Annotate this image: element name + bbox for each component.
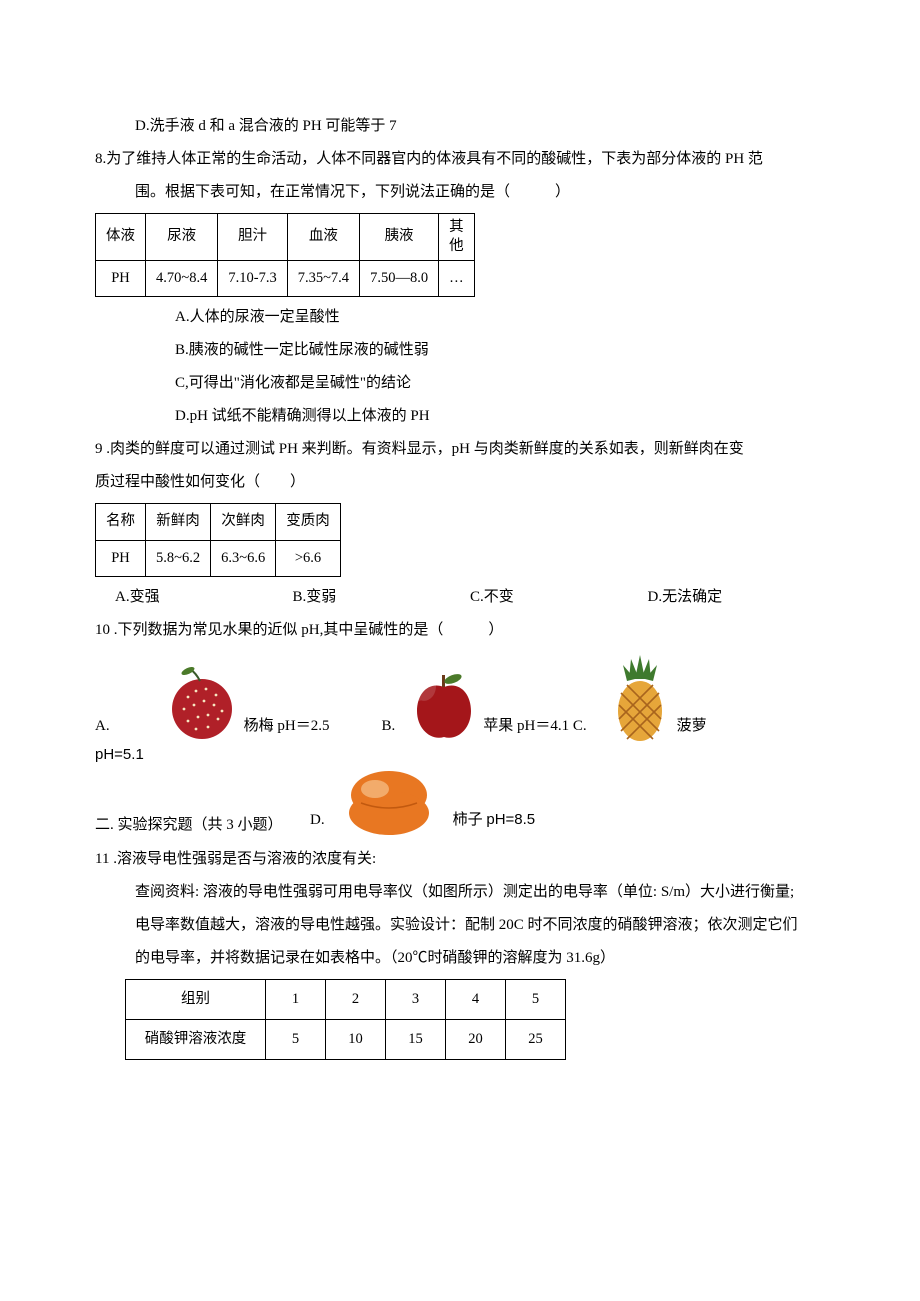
q11-r2-2: 10 <box>326 1019 386 1059</box>
q10-d-label: D. <box>310 804 325 837</box>
q11-r2-4: 20 <box>446 1019 506 1059</box>
q8-ph-4: 7.50—8.0 <box>360 261 439 297</box>
q9-option-c: C.不变 <box>470 581 648 614</box>
q8-th-3: 血液 <box>287 214 359 261</box>
q8-stem-line2: 围。根据下表可知，在正常情况下，下列说法正确的是（ ） <box>95 176 825 209</box>
q9-stem-line1: 9 .肉类的鲜度可以通过测试 PH 来判断。有资料显示，pH 与肉类新鲜度的关系… <box>95 433 825 466</box>
yangmei-icon <box>166 667 238 743</box>
q11-r1-2: 2 <box>326 979 386 1019</box>
q8-th-0: 体液 <box>96 214 146 261</box>
q10-b-label: B. <box>381 710 395 743</box>
q9-th-0: 名称 <box>96 504 146 540</box>
q8-ph-5: … <box>439 261 475 297</box>
q9-option-b: B.变弱 <box>293 581 471 614</box>
q11-r2-1: 5 <box>266 1019 326 1059</box>
q9-option-d: D.无法确定 <box>648 581 826 614</box>
q8-th-5: 其他 <box>439 214 475 261</box>
q10-d-text: 柿子 pH=8.5 <box>453 803 536 837</box>
q10-c-ph-line: pH=5.1 <box>95 743 825 767</box>
q9-ph-2: 6.3~6.6 <box>211 540 276 576</box>
q9-table: 名称 新鲜肉 次鲜肉 变质肉 PH 5.8~6.2 6.3~6.6 >6.6 <box>95 503 341 576</box>
q11-r2-0: 硝酸钾溶液浓度 <box>126 1019 266 1059</box>
q8-ph-0: PH <box>96 261 146 297</box>
q8-option-b: B.胰液的碱性一定比碱性尿液的碱性弱 <box>95 334 825 367</box>
q11-stem: 11 .溶液导电性强弱是否与溶液的浓度有关: <box>95 843 825 876</box>
q11-r1-1: 1 <box>266 979 326 1019</box>
q8-option-a: A.人体的尿液一定呈酸性 <box>95 301 825 334</box>
q9-th-1: 新鲜肉 <box>146 504 211 540</box>
q8-table: 体液 尿液 胆汁 血液 胰液 其他 PH 4.70~8.4 7.10-7.3 7… <box>95 213 475 297</box>
q8-stem-line1: 8.为了维持人体正常的生命活动，人体不同器官内的体液具有不同的酸碱性，下表为部分… <box>95 143 825 176</box>
q10-option-c: 菠萝 <box>603 653 707 743</box>
q11-r1-5: 5 <box>506 979 566 1019</box>
q10-fruit-row-2: 二. 实验探究题（共 3 小题） D. 柿子 pH=8.5 <box>95 767 825 837</box>
q11-r1-4: 4 <box>446 979 506 1019</box>
q8-ph-2: 7.10-7.3 <box>218 261 287 297</box>
persimmon-icon <box>341 767 437 837</box>
q8-option-c: C,可得出"消化液都是呈碱性"的结论 <box>95 367 825 400</box>
q11-r2-5: 25 <box>506 1019 566 1059</box>
table-row: 硝酸钾溶液浓度 5 10 15 20 25 <box>126 1019 566 1059</box>
pineapple-icon <box>609 653 671 743</box>
q10-fruit-row-1: A. 杨梅 pH＝2.5 B. <box>95 653 825 743</box>
q10-option-a: A. 杨梅 pH＝2.5 <box>95 667 329 743</box>
q8-stem: 8.为了维持人体正常的生命活动，人体不同器官内的体液具有不同的酸碱性，下表为部分… <box>95 143 825 209</box>
q8-th-1: 尿液 <box>146 214 218 261</box>
q8-th-2: 胆汁 <box>218 214 287 261</box>
q10-c-text: 菠萝 <box>677 710 707 743</box>
table-row: PH 5.8~6.2 6.3~6.6 >6.6 <box>96 540 341 576</box>
q11-p2: 电导率数值越大，溶液的导电性越强。实验设计：配制 20C 时不同浓度的硝酸钾溶液… <box>95 909 825 942</box>
q10-a-text: 杨梅 pH＝2.5 <box>244 710 330 743</box>
q9-options: A.变强 B.变弱 C.不变 D.无法确定 <box>95 581 825 614</box>
q8-option-d: D.pH 试纸不能精确测得以上体液的 PH <box>95 400 825 433</box>
q9-stem-line2: 质过程中酸性如何变化（ ） <box>95 466 825 499</box>
q10-section2: 二. 实验探究题（共 3 小题） <box>95 813 310 837</box>
q11-r1-0: 组别 <box>126 979 266 1019</box>
q11-table: 组别 1 2 3 4 5 硝酸钾溶液浓度 5 10 15 20 25 <box>125 979 566 1060</box>
q9-th-3: 变质肉 <box>276 504 341 540</box>
q7-option-d: D.洗手液 d 和 a 混合液的 PH 可能等于 7 <box>95 110 825 143</box>
q10-option-b: B. 苹果 pH＝4.1 C. <box>381 669 586 743</box>
q9-ph-0: PH <box>96 540 146 576</box>
table-row: 名称 新鲜肉 次鲜肉 变质肉 <box>96 504 341 540</box>
q8-th-4: 胰液 <box>360 214 439 261</box>
q8-th-5-txt: 其他 <box>449 218 464 256</box>
q10-stem: 10 .下列数据为常见水果的近似 pH,其中呈碱性的是（ ） <box>95 614 825 647</box>
q8-ph-1: 4.70~8.4 <box>146 261 218 297</box>
q11-r2-3: 15 <box>386 1019 446 1059</box>
q11-r1-3: 3 <box>386 979 446 1019</box>
table-row: 体液 尿液 胆汁 血液 胰液 其他 <box>96 214 475 261</box>
apple-icon <box>411 669 477 743</box>
q10-b-text: 苹果 pH＝4.1 C. <box>483 710 586 743</box>
q10-a-label: A. <box>95 710 110 743</box>
q9-ph-1: 5.8~6.2 <box>146 540 211 576</box>
q9-ph-3: >6.6 <box>276 540 341 576</box>
q8-ph-3: 7.35~7.4 <box>287 261 359 297</box>
table-row: 组别 1 2 3 4 5 <box>126 979 566 1019</box>
q11-p3: 的电导率，并将数据记录在如表格中。（20℃时硝酸钾的溶解度为 31.6g） <box>95 942 825 975</box>
q9-th-2: 次鲜肉 <box>211 504 276 540</box>
table-row: PH 4.70~8.4 7.10-7.3 7.35~7.4 7.50—8.0 … <box>96 261 475 297</box>
q11-p1: 查阅资料: 溶液的导电性强弱可用电导率仪（如图所示）测定出的电导率（单位: S/… <box>95 876 825 909</box>
q9-option-a: A.变强 <box>115 581 293 614</box>
